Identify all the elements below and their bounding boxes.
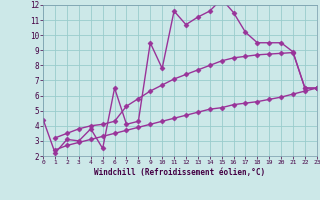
X-axis label: Windchill (Refroidissement éolien,°C): Windchill (Refroidissement éolien,°C): [94, 168, 266, 177]
